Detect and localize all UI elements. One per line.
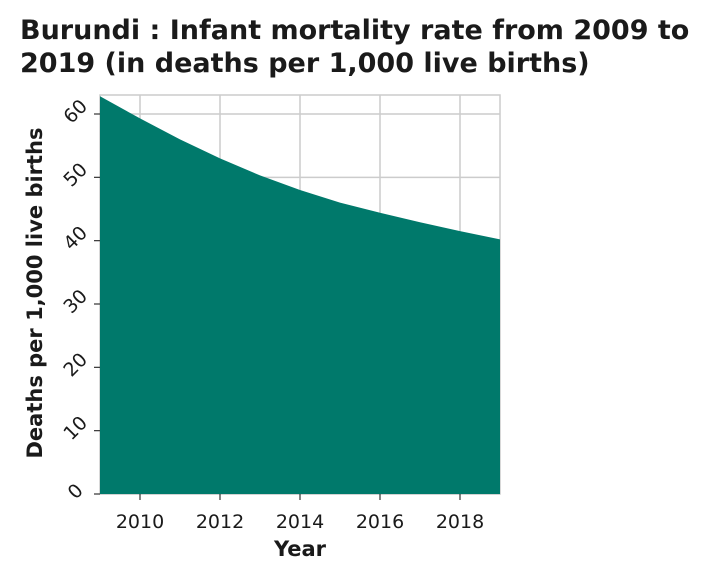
x-axis-label: Year — [273, 537, 327, 561]
y-tick-label: 0 — [64, 480, 88, 504]
area-fill — [100, 96, 500, 495]
y-axis-label: Deaths per 1,000 live births — [23, 127, 47, 458]
x-tick-label: 2018 — [436, 511, 484, 533]
y-tick-label: 60 — [59, 95, 92, 128]
area-series — [100, 96, 500, 495]
y-tick-label: 40 — [59, 222, 92, 255]
x-axis: 2010 2012 2014 2016 2018 — [116, 494, 484, 533]
y-tick-label: 20 — [59, 349, 92, 382]
y-tick-label: 10 — [59, 412, 92, 445]
y-tick-label: 30 — [59, 285, 92, 318]
y-tick-label: 50 — [59, 159, 92, 192]
x-tick-label: 2014 — [276, 511, 324, 533]
y-axis: 0 10 20 30 40 50 60 — [59, 95, 100, 504]
x-tick-label: 2016 — [356, 511, 404, 533]
x-tick-label: 2010 — [116, 511, 164, 533]
chart-title: Burundi : Infant mortality rate from 200… — [20, 15, 690, 79]
x-tick-label: 2012 — [196, 511, 244, 533]
